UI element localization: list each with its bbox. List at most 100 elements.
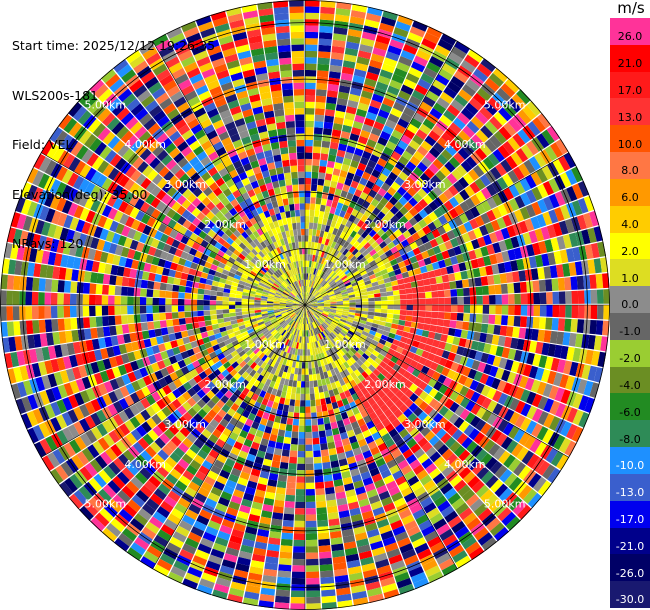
velocity-gate <box>360 504 372 514</box>
velocity-gate <box>314 321 319 327</box>
velocity-gate <box>493 526 510 542</box>
velocity-gate <box>358 550 373 560</box>
velocity-gate <box>490 429 503 443</box>
velocity-gate <box>269 531 282 539</box>
velocity-gate <box>379 22 395 33</box>
velocity-gate <box>554 191 566 206</box>
velocity-gate <box>333 338 339 345</box>
velocity-gate <box>458 89 473 102</box>
velocity-gate <box>363 242 371 250</box>
velocity-gate <box>199 277 207 284</box>
velocity-gate <box>328 349 334 356</box>
velocity-gate <box>425 291 432 299</box>
velocity-gate <box>64 477 78 493</box>
velocity-gate <box>256 316 263 321</box>
velocity-gate <box>100 348 109 360</box>
velocity-gate <box>90 327 98 339</box>
velocity-gate <box>316 298 324 301</box>
velocity-gate <box>461 536 477 550</box>
velocity-gate <box>535 367 545 381</box>
velocity-gate <box>364 280 372 286</box>
velocity-gate <box>379 241 387 249</box>
velocity-gate <box>467 458 480 471</box>
velocity-gate <box>237 321 245 327</box>
velocity-gate <box>330 271 337 278</box>
velocity-gate <box>250 345 258 352</box>
velocity-gate <box>340 289 348 294</box>
velocity-gate <box>379 253 388 261</box>
velocity-gate <box>451 497 465 510</box>
velocity-gate <box>286 385 293 393</box>
velocity-gate <box>59 370 70 384</box>
velocity-gate <box>429 254 438 264</box>
velocity-gate <box>222 334 230 342</box>
velocity-gate <box>344 403 352 412</box>
velocity-gate <box>187 566 203 578</box>
velocity-gate <box>290 444 298 451</box>
velocity-gate <box>305 305 310 310</box>
velocity-gate <box>313 290 318 296</box>
velocity-gate <box>161 444 174 457</box>
velocity-gate <box>485 517 501 532</box>
velocity-gate <box>398 225 408 234</box>
velocity-gate <box>290 327 295 334</box>
velocity-gate <box>472 165 485 178</box>
velocity-gate <box>10 244 19 260</box>
velocity-gate <box>376 518 390 529</box>
velocity-gate <box>315 488 325 496</box>
velocity-gate <box>134 323 142 332</box>
velocity-gate <box>326 219 333 227</box>
velocity-gate <box>295 393 301 401</box>
velocity-gate <box>233 380 241 389</box>
velocity-gate <box>356 339 364 346</box>
velocity-gate <box>549 416 561 431</box>
velocity-gate <box>20 413 33 430</box>
velocity-gate <box>202 266 210 274</box>
velocity-gate <box>154 328 162 337</box>
velocity-gate <box>381 224 390 233</box>
velocity-gate <box>459 201 470 213</box>
velocity-gate <box>260 309 268 312</box>
velocity-gate <box>228 309 236 313</box>
velocity-gate <box>347 273 355 280</box>
velocity-gate <box>597 305 604 320</box>
velocity-gate <box>306 558 319 566</box>
velocity-gate <box>433 518 447 531</box>
velocity-gate <box>275 376 282 384</box>
velocity-gate <box>230 403 240 412</box>
velocity-gate <box>280 310 287 313</box>
velocity-gate <box>215 390 225 400</box>
velocity-gate <box>305 114 315 121</box>
velocity-gate <box>309 309 315 314</box>
velocity-gate <box>203 354 212 363</box>
velocity-gate <box>587 365 598 382</box>
velocity-gate <box>516 446 529 461</box>
velocity-gate <box>142 375 153 386</box>
velocity-gate <box>397 261 406 269</box>
velocity-gate <box>411 417 422 428</box>
velocity-gate <box>163 374 173 385</box>
velocity-gate <box>354 331 362 337</box>
velocity-gate <box>334 485 345 494</box>
velocity-gate <box>305 317 306 325</box>
velocity-gate <box>207 492 220 503</box>
velocity-gate <box>124 419 136 432</box>
velocity-gate <box>315 354 320 361</box>
velocity-gate <box>361 510 374 520</box>
velocity-gate <box>148 458 161 471</box>
velocity-gate <box>10 383 21 400</box>
velocity-gate <box>509 411 521 425</box>
velocity-gate <box>316 242 322 250</box>
velocity-gate <box>310 336 313 343</box>
velocity-gate <box>324 238 330 246</box>
velocity-gate <box>374 178 385 188</box>
velocity-gate <box>388 233 398 242</box>
velocity-gate <box>418 244 427 253</box>
velocity-gate <box>211 224 220 233</box>
velocity-gate <box>476 466 490 480</box>
velocity-gate <box>293 307 300 311</box>
velocity-gate <box>578 395 589 411</box>
velocity-gate <box>385 228 394 237</box>
velocity-gate <box>393 229 403 238</box>
velocity-gate <box>120 246 130 258</box>
